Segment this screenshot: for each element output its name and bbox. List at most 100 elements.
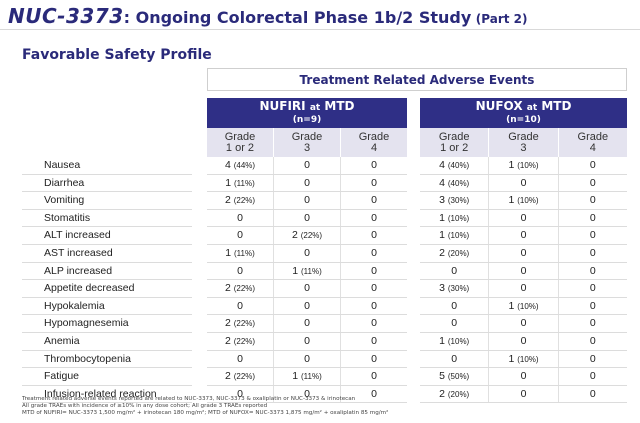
cell-count: 0 bbox=[371, 352, 377, 365]
table-cell: 2 (20%) bbox=[420, 244, 490, 262]
table-cell: 0 bbox=[489, 262, 559, 280]
cell-count: 4 bbox=[439, 176, 445, 189]
cell-count: 4 bbox=[439, 159, 445, 171]
table-cell: 1 (11%) bbox=[207, 244, 274, 262]
cell-count: 1 bbox=[508, 159, 515, 171]
table-cell: 0 bbox=[559, 351, 627, 368]
table-cell: 0 bbox=[341, 368, 407, 385]
cell-percent: (10%) bbox=[447, 231, 470, 241]
table-row: 1 (11%) 0 0 bbox=[207, 174, 407, 193]
table-cell: 2 (22%) bbox=[207, 192, 274, 209]
nufox-table-body: 4 (40%) 1 (10%) 0 4 (40%) 0 0 3 (30%) 1 (10%) 0 1… bbox=[420, 157, 627, 404]
cell-count: 4 bbox=[224, 159, 231, 171]
cell-count: 0 bbox=[371, 282, 377, 295]
table-cell: 0 bbox=[274, 280, 341, 297]
cell-count: 0 bbox=[304, 159, 310, 171]
cell-count: 2 bbox=[224, 334, 231, 347]
page-title: NUC-3373: Ongoing Colorectal Phase 1b/2 … bbox=[8, 4, 528, 28]
table-cell: 4 (40%) bbox=[420, 157, 490, 174]
table-cell: 0 bbox=[274, 350, 341, 368]
cell-count: 0 bbox=[589, 159, 596, 171]
table-cell: 0 bbox=[207, 209, 274, 227]
table-cell: 1 (10%) bbox=[420, 227, 490, 244]
cell-count: 0 bbox=[371, 211, 377, 224]
table-cell: 1 (11%) bbox=[274, 368, 341, 385]
title-part: (Part 2) bbox=[475, 12, 528, 26]
table-cell: 0 bbox=[341, 351, 407, 368]
cell-count: 0 bbox=[589, 176, 596, 189]
nufox-grade-header: Grade 1 or 2 Grade 3 Grade 4 bbox=[420, 128, 627, 157]
cell-count: 0 bbox=[451, 317, 458, 330]
table-cell: 0 bbox=[559, 298, 627, 315]
table-row: 0 0 0 bbox=[420, 262, 627, 281]
table-cell: 0 bbox=[420, 315, 490, 332]
cell-count: 0 bbox=[589, 246, 596, 259]
cell-percent: (30%) bbox=[447, 284, 470, 294]
cell-count: 0 bbox=[304, 299, 310, 312]
cell-count: 0 bbox=[589, 229, 596, 242]
event-label: Hypokalemia bbox=[22, 298, 192, 316]
cell-count: 1 bbox=[508, 352, 515, 365]
event-label: Appetite decreased bbox=[22, 280, 192, 298]
cell-percent: (22%) bbox=[233, 196, 256, 206]
table-cell: 0 bbox=[207, 262, 274, 280]
table-cell: 0 bbox=[559, 227, 627, 244]
table-cell: 2 (22%) bbox=[207, 332, 274, 350]
grade-header: Grade 4 bbox=[358, 130, 390, 154]
cell-count: 0 bbox=[371, 317, 377, 330]
grade-header: Grade 1 or 2 bbox=[420, 128, 490, 157]
table-row: 0 0 0 bbox=[207, 297, 407, 316]
event-label: AST increased bbox=[22, 245, 192, 263]
table-cell: 0 bbox=[489, 174, 559, 192]
table-row: 1 (10%) 0 0 bbox=[420, 332, 627, 351]
cell-count: 0 bbox=[237, 299, 243, 312]
table-cell: 0 bbox=[559, 175, 627, 192]
table-row: 1 (11%) 0 0 bbox=[207, 244, 407, 263]
cell-count: 0 bbox=[304, 317, 310, 330]
cell-percent: (20%) bbox=[447, 389, 470, 399]
table-cell: 0 bbox=[274, 157, 341, 174]
cell-percent: (22%) bbox=[233, 336, 256, 346]
table-row: 2 (22%) 0 0 bbox=[207, 280, 407, 298]
table-row: 0 0 0 bbox=[207, 385, 407, 404]
table-row: 0 1 (10%) 0 bbox=[420, 297, 627, 316]
nufox-group: NUFOX at MTD (n=10) Grade 1 or 2 Grade 3 G… bbox=[420, 98, 627, 404]
table-cell: 0 bbox=[420, 350, 490, 368]
nufox-n: (n=10) bbox=[506, 115, 541, 125]
cell-count: 0 bbox=[237, 387, 243, 400]
table-cell: 1 (10%) bbox=[489, 157, 559, 174]
table-row: 2 (22%) 0 0 bbox=[207, 192, 407, 210]
table-title: Treatment Related Adverse Events bbox=[207, 68, 627, 91]
table-row: 0 2 (22%) 0 bbox=[207, 227, 407, 245]
table-cell: 0 bbox=[559, 210, 627, 227]
table-cell: 3 (30%) bbox=[420, 192, 490, 209]
cell-count: 0 bbox=[520, 387, 527, 400]
table-row: 0 0 0 bbox=[420, 315, 627, 333]
cell-count: 0 bbox=[520, 334, 527, 347]
table-cell: 0 bbox=[559, 315, 627, 332]
table-cell: 0 bbox=[489, 280, 559, 297]
table-cell: 1 (10%) bbox=[489, 350, 559, 368]
cell-percent: (44%) bbox=[233, 161, 256, 170]
cell-count: 0 bbox=[451, 352, 458, 365]
cell-count: 2 bbox=[224, 194, 231, 207]
table-cell: 1 (10%) bbox=[420, 209, 490, 227]
table-cell: 0 bbox=[274, 192, 341, 209]
cell-count: 0 bbox=[371, 159, 377, 171]
table-cell: 0 bbox=[341, 175, 407, 192]
cell-count: 0 bbox=[237, 264, 243, 277]
cell-count: 1 bbox=[225, 246, 232, 259]
table-cell: 0 bbox=[341, 227, 407, 244]
event-label: ALT increased bbox=[22, 227, 192, 245]
event-label: Fatigue bbox=[22, 368, 192, 386]
cell-count: 0 bbox=[304, 282, 310, 295]
table-cell: 1 (10%) bbox=[420, 332, 490, 350]
cell-count: 0 bbox=[589, 264, 596, 277]
event-label: Anemia bbox=[22, 333, 192, 351]
cell-count: 0 bbox=[237, 352, 243, 365]
cell-count: 5 bbox=[439, 370, 445, 383]
cell-count: 0 bbox=[304, 387, 310, 400]
table-row: 4 (40%) 0 0 bbox=[420, 174, 627, 193]
cell-count: 2 bbox=[224, 282, 231, 295]
cell-count: 0 bbox=[371, 299, 377, 312]
